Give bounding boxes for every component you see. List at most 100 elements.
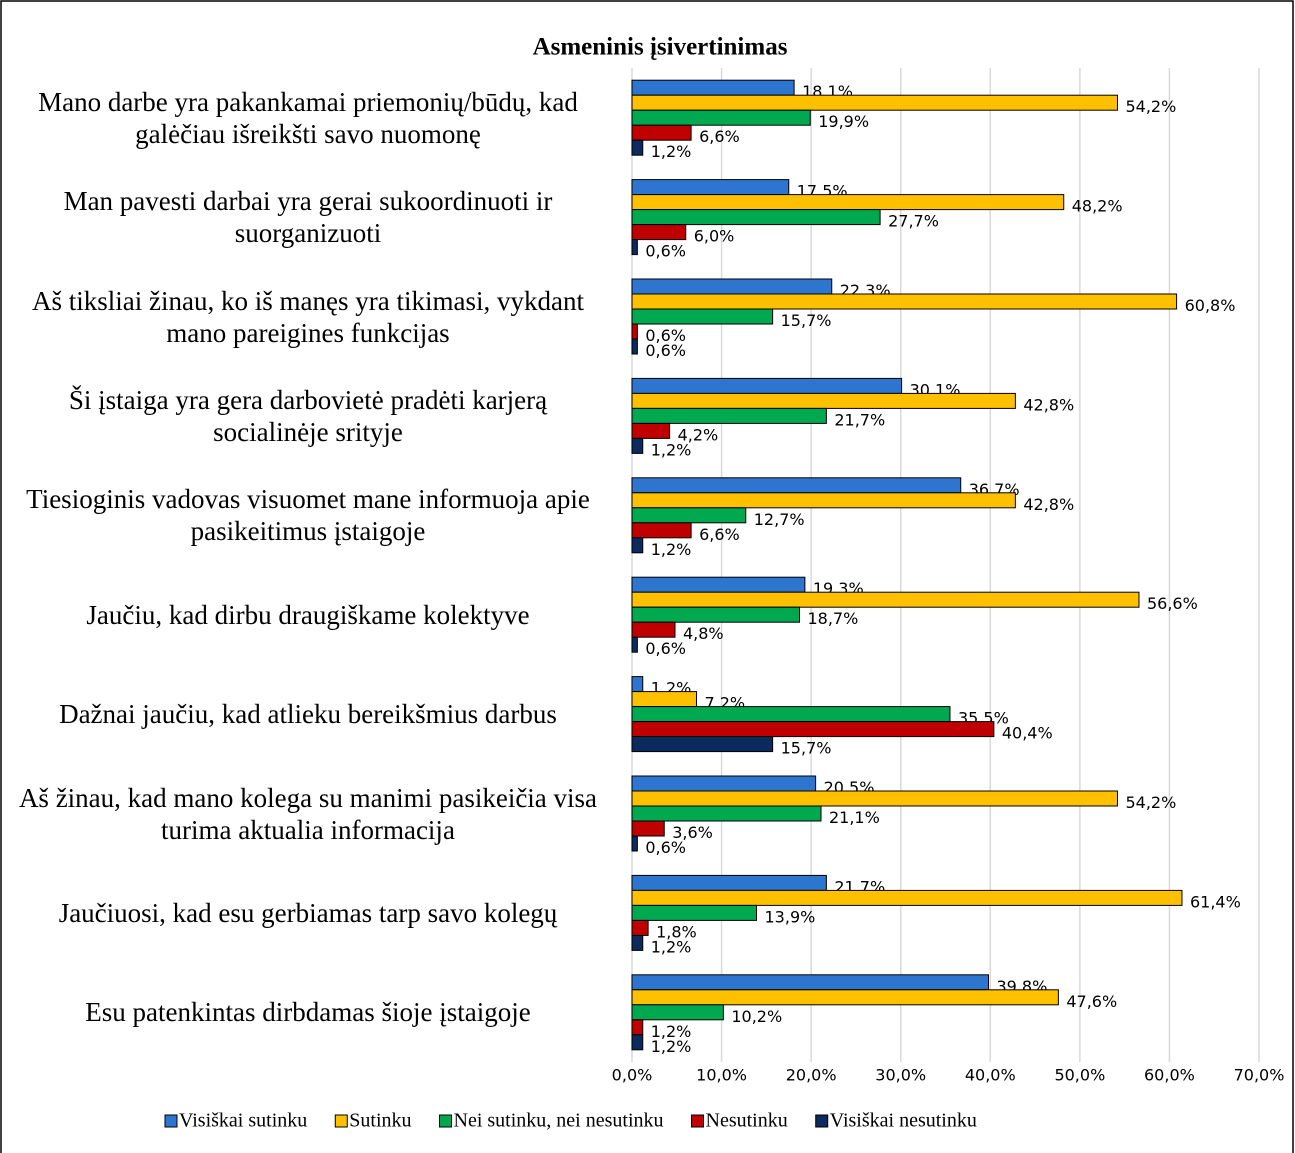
chart-title: Asmeninis įsivertinimas: [533, 34, 788, 61]
bar: [631, 79, 795, 96]
value-label: 18,7%: [807, 609, 858, 628]
value-label: 3,6%: [672, 823, 713, 842]
category-label: Jaučiuosi, kad esu gerbiamas tarp savo k…: [58, 897, 558, 928]
value-label: 48,2%: [1072, 197, 1123, 216]
value-label: 61,4%: [1190, 892, 1241, 911]
value-label: 0,6%: [645, 326, 686, 345]
bar: [631, 820, 665, 837]
bar: [631, 676, 644, 693]
bar: [631, 835, 638, 852]
category-label: Jaučiu, kad dirbu draugiškame kolektyve: [86, 599, 530, 630]
value-label: 12,7%: [754, 510, 805, 529]
bar: [631, 775, 817, 792]
bar: [631, 492, 1016, 509]
bar: [631, 974, 989, 991]
category-label: Man pavesti darbai yra gerai sukoordinuo…: [63, 186, 553, 249]
value-label: 1,2%: [651, 142, 692, 161]
value-label: 1,2%: [651, 937, 692, 956]
bar: [631, 422, 671, 439]
bar: [631, 721, 995, 738]
bar: [631, 507, 747, 524]
legend-label: Visiškai nesutinku: [830, 1110, 977, 1132]
value-label: 42,8%: [1023, 395, 1074, 414]
value-label: 1,2%: [651, 540, 692, 559]
category-label: Esu patenkintas dirbdamas šioje įstaigoj…: [85, 997, 531, 1028]
bar: [631, 874, 827, 891]
x-tick-label: 0,0%: [612, 1066, 653, 1085]
value-label: 1,8%: [656, 922, 697, 941]
bar: [631, 139, 644, 156]
legend-swatch: [439, 1114, 453, 1128]
x-tick-label: 20,0%: [786, 1066, 837, 1085]
value-label: 15,7%: [781, 739, 832, 758]
value-label: 56,6%: [1147, 594, 1198, 613]
value-label: 42,8%: [1023, 495, 1074, 514]
bar: [631, 109, 811, 126]
bar: [631, 576, 806, 593]
category-label: Ši įstaiga yra gera darbovietė pradėti k…: [68, 384, 548, 447]
bar: [631, 477, 962, 494]
bar: [631, 989, 1059, 1006]
category-label: Aš tiksliai žinau, ko iš manęs yra tikim…: [32, 285, 584, 348]
bar: [631, 621, 676, 638]
category-label: Aš žinau, kad mano kolega su manimi pasi…: [18, 782, 598, 845]
x-tick-label: 10,0%: [696, 1066, 747, 1085]
bar: [631, 179, 790, 196]
value-label: 6,6%: [699, 127, 740, 146]
value-label: 60,8%: [1185, 296, 1236, 315]
bar: [631, 919, 649, 936]
bar: [631, 591, 1140, 608]
value-label: 6,0%: [694, 227, 735, 246]
bar: [631, 308, 774, 325]
value-label: 15,7%: [781, 311, 832, 330]
category-label: Dažnai jaučiu, kad atlieku bereikšmius d…: [59, 699, 557, 730]
bar: [631, 805, 822, 822]
category-label: Mano darbe yra pakankamai priemonių/būdų…: [38, 86, 578, 149]
value-label: 54,2%: [1125, 793, 1176, 812]
x-tick-label: 30,0%: [875, 1066, 926, 1085]
x-tick-label: 50,0%: [1054, 1066, 1105, 1085]
bar: [631, 537, 644, 554]
bar: [631, 377, 903, 394]
value-label: 6,6%: [699, 525, 740, 544]
value-label: 27,7%: [888, 212, 939, 231]
value-label: 1,2%: [651, 1037, 692, 1056]
bar: [631, 209, 881, 226]
bar: [631, 323, 638, 340]
value-label: 4,2%: [678, 425, 719, 444]
bar: [631, 94, 1118, 111]
bar: [631, 606, 800, 623]
bar: [631, 1019, 644, 1036]
value-label: 10,2%: [731, 1007, 782, 1026]
value-label: 0,6%: [645, 341, 686, 360]
value-label: 0,6%: [645, 838, 686, 857]
bar: [631, 934, 644, 951]
legend-label: Sutinku: [349, 1110, 411, 1132]
bar: [631, 437, 644, 454]
legend-swatch: [334, 1114, 348, 1128]
bar: [631, 239, 638, 256]
value-label: 13,9%: [765, 907, 816, 926]
value-label: 4,8%: [683, 624, 724, 643]
bar: [631, 706, 951, 723]
bar: [631, 1004, 724, 1021]
bar: [631, 407, 827, 424]
legend-label: Visiškai sutinku: [179, 1110, 307, 1132]
bar: [631, 293, 1178, 310]
bar: [631, 790, 1118, 807]
bar: [631, 889, 1183, 906]
bar: [631, 736, 774, 753]
value-label: 21,7%: [834, 410, 885, 429]
x-tick-label: 40,0%: [965, 1066, 1016, 1085]
legend-swatch: [691, 1114, 704, 1128]
bar: [631, 224, 687, 241]
legend-swatch: [164, 1114, 178, 1128]
value-label: 19,9%: [818, 112, 869, 131]
value-label: 40,4%: [1002, 724, 1053, 743]
value-label: 1,2%: [651, 440, 692, 459]
value-label: 21,1%: [829, 808, 880, 827]
legend-label: Nesutinku: [706, 1110, 788, 1132]
